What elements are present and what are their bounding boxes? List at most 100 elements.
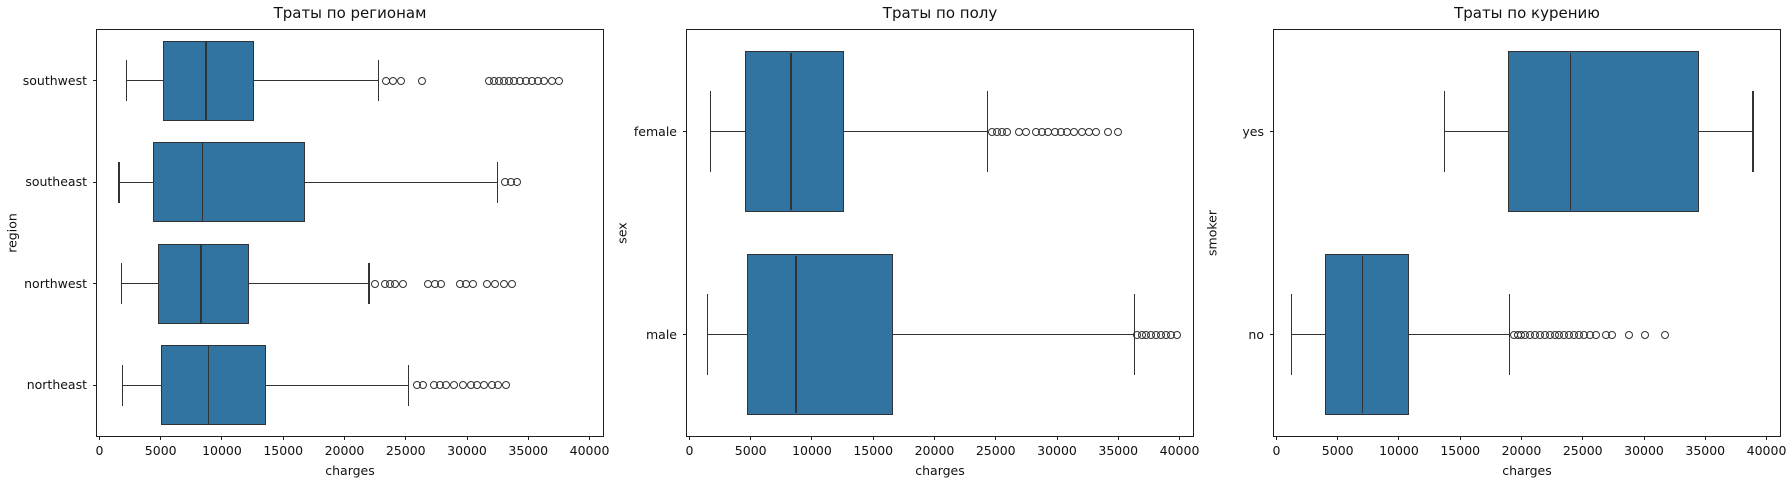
axes: 0 5000 10000 15000 20000 25000 30000 35000 40000… [1242,29,1786,458]
x-axis-label: charges [915,463,965,478]
y-tick [683,334,687,335]
median-line [200,244,202,323]
category-label-northwest: northwest [24,275,87,291]
category-label-southwest: southwest [22,72,87,88]
outlier-point [1092,127,1101,136]
whisker-cap-high [1508,293,1510,376]
outlier-point [1608,330,1617,339]
median-line [207,346,210,425]
x-tick-label: 35000 [1098,443,1139,458]
box-yes [1508,51,1700,212]
x-tick [933,436,935,440]
outlier-point [1625,330,1634,339]
outlier-point [399,279,408,288]
whisker-high [266,384,409,386]
outlier-point [1641,330,1650,339]
x-tick [98,436,100,440]
whisker-high [892,333,1135,336]
outlier-point [1660,330,1669,339]
x-tick [688,436,690,440]
x-tick-label: 25000 [1562,443,1603,458]
outlier-point [491,279,500,288]
y-axis-label: smoker [1204,210,1220,256]
x-tick-label: 10000 [202,443,242,458]
axes: 0 5000 10000 15000 20000 25000 30000 35000 40000… [634,29,1199,458]
x-tick-label: 20000 [324,443,365,458]
box-northeast [160,345,267,426]
y-tick [683,131,687,132]
category-label-northeast: northeast [26,377,87,393]
outlier-point [1173,330,1182,339]
whisker-low [707,333,748,336]
whisker-high [248,283,369,285]
x-tick-label: 5000 [734,443,767,458]
x-tick [589,436,591,440]
median-line [205,41,207,120]
category-label-yes: yes [1242,123,1264,139]
x-tick-label: 15000 [1440,443,1481,458]
outlier-point [1022,127,1031,136]
x-tick-label: 10000 [792,443,832,458]
outlier-point [1104,127,1113,136]
whisker-cap-low [122,364,124,406]
y-tick [93,181,97,183]
y-tick [93,80,97,82]
y-tick [93,384,97,386]
x-tick-label: 10000 [1379,443,1419,458]
x-tick-label: 35000 [508,443,549,458]
box-male [747,254,893,415]
outlier-point [482,279,491,288]
median-line [201,143,203,222]
x-tick [1582,436,1584,440]
outlier-point [417,76,426,85]
whisker-high [253,80,379,82]
whisker-low [119,181,154,183]
x-tick [1337,436,1339,440]
whisker-cap-high [496,161,499,203]
whisker-low [126,80,164,82]
x-tick [811,436,813,440]
outlier-point [449,381,458,390]
outlier-point [554,76,563,85]
x-tick-label: 30000 [1037,443,1077,458]
plot-title: Траты по курению [1454,4,1600,22]
x-tick [1459,436,1461,440]
whisker-cap-low [1443,90,1445,173]
x-tick-label: 40000 [569,443,610,458]
x-tick-label: 35000 [1685,443,1726,458]
x-tick [343,436,345,440]
subplot-charges-by-sex: Траты по полу sex 0 5000 10000 15000 20000 25… [615,4,1200,478]
x-tick-label: 40000 [1746,443,1787,458]
median-line [790,52,792,211]
outlier-point [418,381,427,390]
x-tick [1398,436,1400,440]
outlier-point [493,381,502,390]
x-tick-label: 40000 [1159,443,1200,458]
x-tick [1766,436,1768,440]
whisker-cap-high [378,60,380,102]
x-tick [221,436,223,440]
outlier-point [437,279,446,288]
y-axis-label: sex [614,222,630,244]
outlier-point [1002,127,1011,136]
x-tick [1275,436,1277,440]
x-tick [872,436,874,440]
whisker-high [1408,333,1510,336]
category-label-southeast: southeast [25,174,87,190]
x-tick [1704,436,1706,440]
x-tick [1643,436,1645,440]
whisker-low [1291,333,1325,336]
x-tick-label: 25000 [385,443,426,458]
outlier-point [469,279,478,288]
plot-title: Траты по регионам [273,4,427,22]
x-tick [750,436,752,440]
x-tick-label: 30000 [1624,443,1664,458]
x-tick-label: 15000 [853,443,894,458]
outlier-point [1114,127,1123,136]
whisker-low [121,283,159,285]
category-label-female: female [633,123,677,139]
box-female [744,51,844,212]
whisker-low [710,130,745,133]
x-tick [1520,436,1522,440]
